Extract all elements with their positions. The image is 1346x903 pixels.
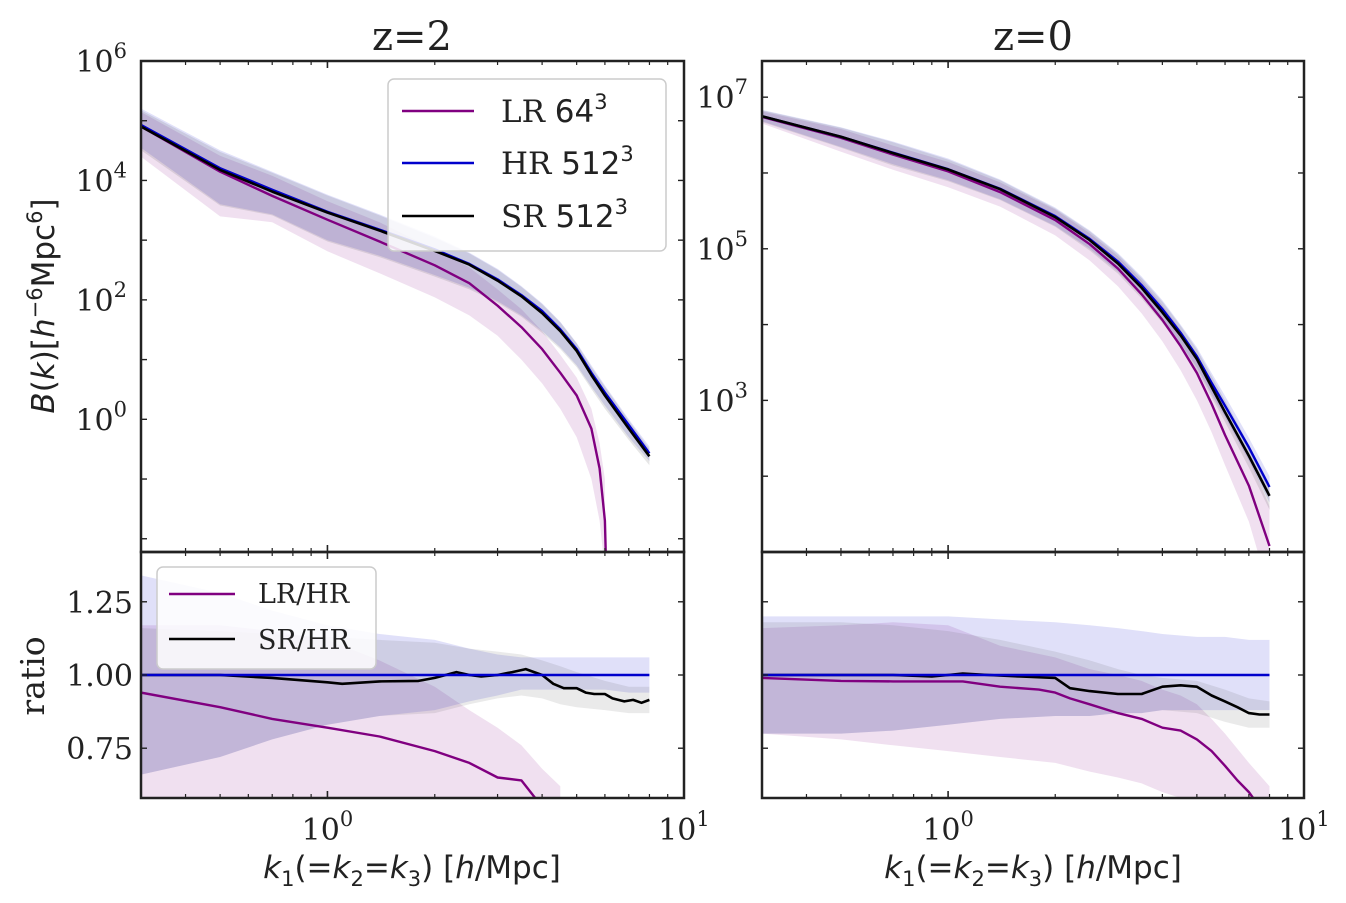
y-tick-label: 102 [75, 278, 127, 319]
y-tick-label: 105 [696, 227, 748, 268]
series-line-sr-512-3 [141, 125, 651, 458]
series-line-lr-64-3 [762, 115, 1271, 547]
y-tick-label: 0.75 [66, 732, 133, 767]
series-line-lr-hr [141, 691, 537, 798]
plot-area [141, 108, 651, 552]
x-axis-label-left: k1(=k2=k3) [h/Mpc] [263, 850, 561, 891]
y-tick-label: 104 [75, 158, 127, 199]
series-line-hr-512-3 [762, 115, 1271, 488]
uncertainty-band-1 [141, 108, 650, 462]
y-tick-label: 107 [696, 75, 748, 116]
uncertainty-band-2 [762, 110, 1270, 510]
legend-label-lrhr: LR/HR [258, 579, 350, 610]
panel-title-z2: z=2 [372, 14, 452, 60]
x-tick-label: 100 [922, 807, 974, 848]
y-tick-label: 106 [75, 39, 127, 80]
legend-spectrum: LR 643 HR 5123 SR 5123 [387, 78, 667, 252]
x-tick-label: 100 [302, 807, 354, 848]
legend-ratio: LR/HR SR/HR [156, 566, 377, 670]
y-tick-label: 103 [696, 378, 748, 419]
panel-z0-ratio: 100 101 [760, 550, 1330, 848]
plot-area [762, 616, 1270, 798]
panel-title-z0: z=0 [993, 14, 1073, 60]
series-line-sr-512-3 [762, 115, 1271, 497]
series-line-lr-hr [762, 676, 1255, 798]
legend-label-srhr: SR/HR [258, 625, 350, 656]
y-tick-label: 1.00 [66, 659, 133, 694]
y-axis-label-ratio: ratio [13, 636, 52, 715]
uncertainty-band-2 [762, 622, 1270, 734]
legend-label-sr: SR 5123 [501, 195, 628, 235]
uncertainty-band-0 [141, 112, 605, 552]
legend-label-lr: LR 643 [501, 90, 608, 130]
x-tick-label: 101 [658, 807, 710, 848]
series-line-lr-64-3 [141, 125, 607, 552]
y-tick-label: 1.25 [66, 586, 133, 621]
y-tick-label: 100 [75, 397, 127, 438]
x-axis-label-right: k1(=k2=k3) [h/Mpc] [884, 850, 1182, 891]
x-tick-label: 101 [1278, 807, 1330, 848]
panel-z0-spectrum: 107 105 103 [696, 59, 1306, 554]
uncertainty-band-1 [762, 109, 1270, 503]
series-line-sr-hr [141, 667, 650, 705]
uncertainty-band-2 [141, 110, 650, 466]
y-axis-label-spectrum: B(k)[h−6Mpc6] [23, 198, 62, 413]
legend-label-hr: HR 5123 [501, 142, 634, 182]
plot-area [762, 109, 1271, 552]
uncertainty-band-0 [762, 622, 1270, 798]
